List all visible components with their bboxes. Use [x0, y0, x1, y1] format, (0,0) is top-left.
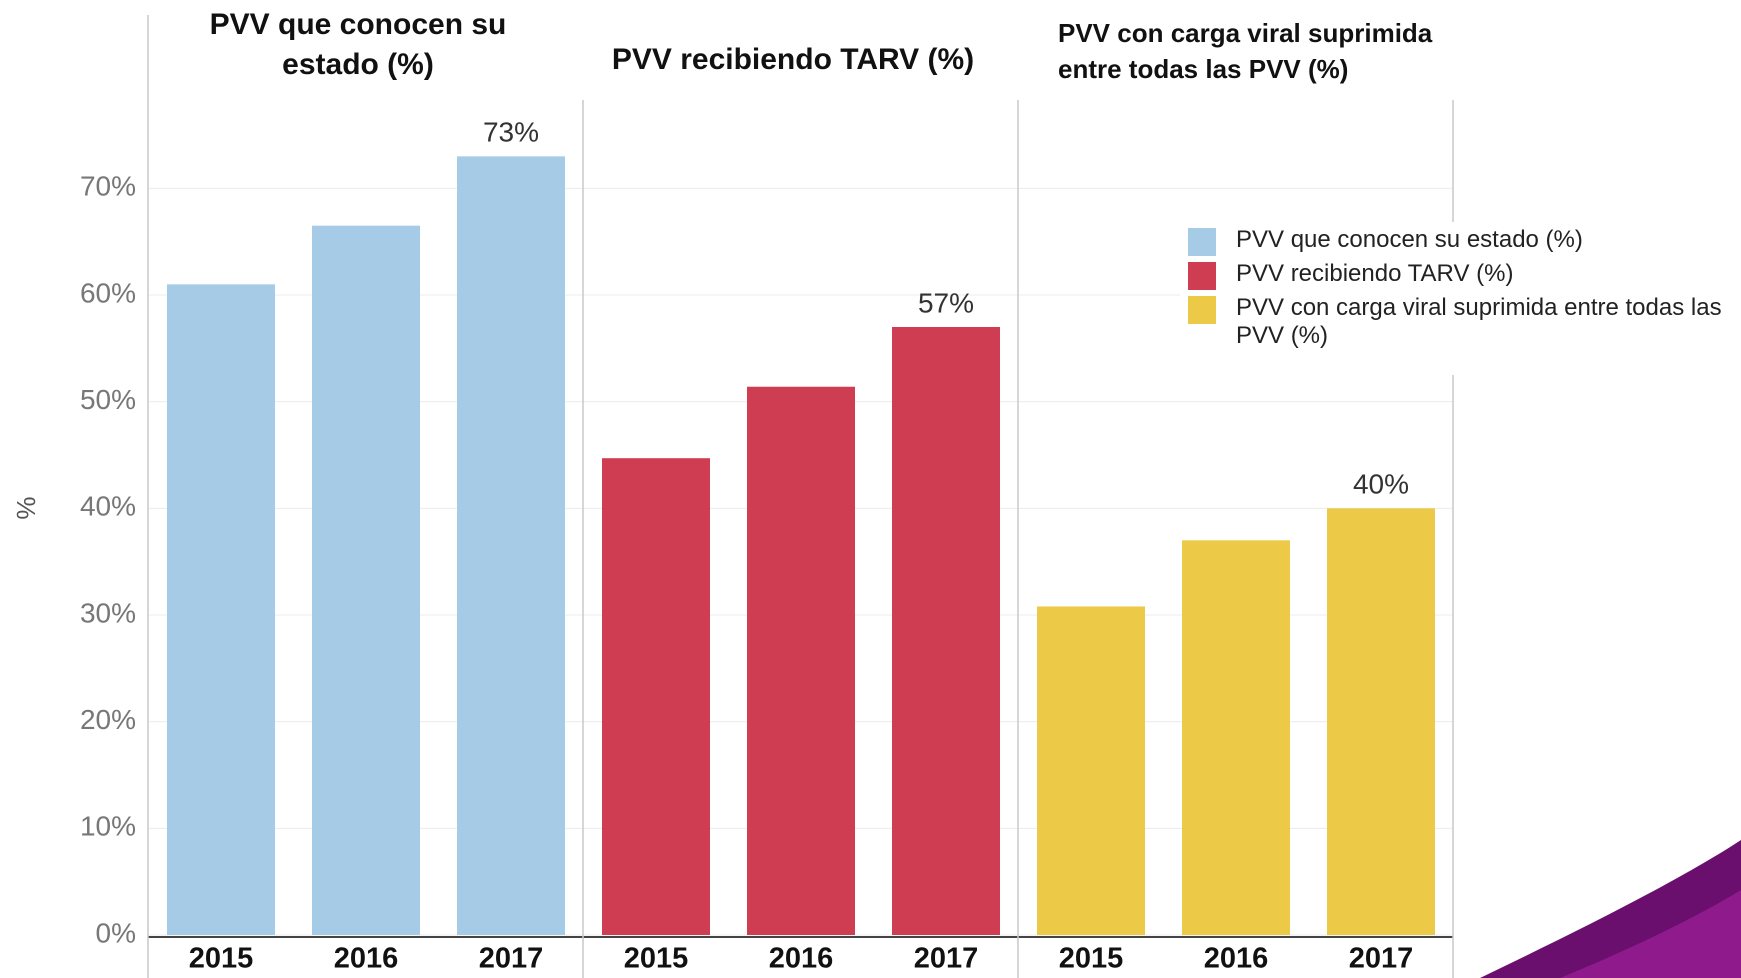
y-tick-label: 30%	[80, 597, 136, 628]
panel-title: PVV recibiendo TARV (%)	[611, 43, 975, 76]
bar	[1327, 508, 1435, 935]
bar	[457, 156, 565, 936]
legend-swatch	[1188, 262, 1216, 290]
data-label: 73%	[483, 117, 539, 148]
bar	[602, 458, 710, 935]
y-tick-label: 10%	[80, 811, 136, 842]
y-axis-label: %	[11, 496, 41, 519]
data-label: 40%	[1353, 469, 1409, 500]
legend-label: PVV con carga viral suprimida entre toda…	[1236, 294, 1722, 349]
y-tick-label: 40%	[80, 491, 136, 522]
y-tick-label: 20%	[80, 704, 136, 735]
bar	[1182, 540, 1290, 935]
bar	[1037, 606, 1145, 935]
x-tick-label: 2017	[914, 943, 979, 975]
legend-item: PVV que conocen su estado (%)	[1180, 226, 1740, 256]
x-tick-label: 2015	[189, 943, 254, 975]
x-tick-label: 2016	[334, 943, 399, 975]
legend-swatch	[1188, 296, 1216, 324]
y-tick-label: 0%	[96, 917, 136, 948]
x-tick-label: 2017	[479, 943, 544, 975]
x-tick-label: 2016	[769, 943, 834, 975]
decor-swoosh	[1560, 890, 1741, 978]
x-tick-label: 2015	[624, 943, 689, 975]
bar	[312, 225, 420, 935]
x-tick-label: 2015	[1059, 943, 1124, 975]
legend-swatch	[1188, 228, 1216, 256]
data-label: 57%	[918, 287, 974, 318]
y-tick-label: 60%	[80, 277, 136, 308]
legend-label: PVV que conocen su estado (%)	[1236, 226, 1583, 253]
legend-item: PVV recibiendo TARV (%)	[1180, 260, 1740, 290]
x-tick-label: 2017	[1349, 943, 1414, 975]
legend-item: PVV con carga viral suprimida entre toda…	[1180, 294, 1740, 350]
y-tick-label: 50%	[80, 384, 136, 415]
panel-title: PVV que conocen su estado (%)	[209, 8, 507, 81]
legend-label: PVV recibiendo TARV (%)	[1236, 260, 1514, 287]
bar	[892, 327, 1000, 935]
bar	[167, 284, 275, 935]
y-tick-label: 70%	[80, 171, 136, 202]
panel-title: PVV con carga viral suprimida entre toda…	[1058, 18, 1433, 84]
legend: PVV que conocen su estado (%) PVV recibie…	[1180, 222, 1740, 358]
x-tick-label: 2016	[1204, 943, 1269, 975]
bar	[747, 386, 855, 935]
